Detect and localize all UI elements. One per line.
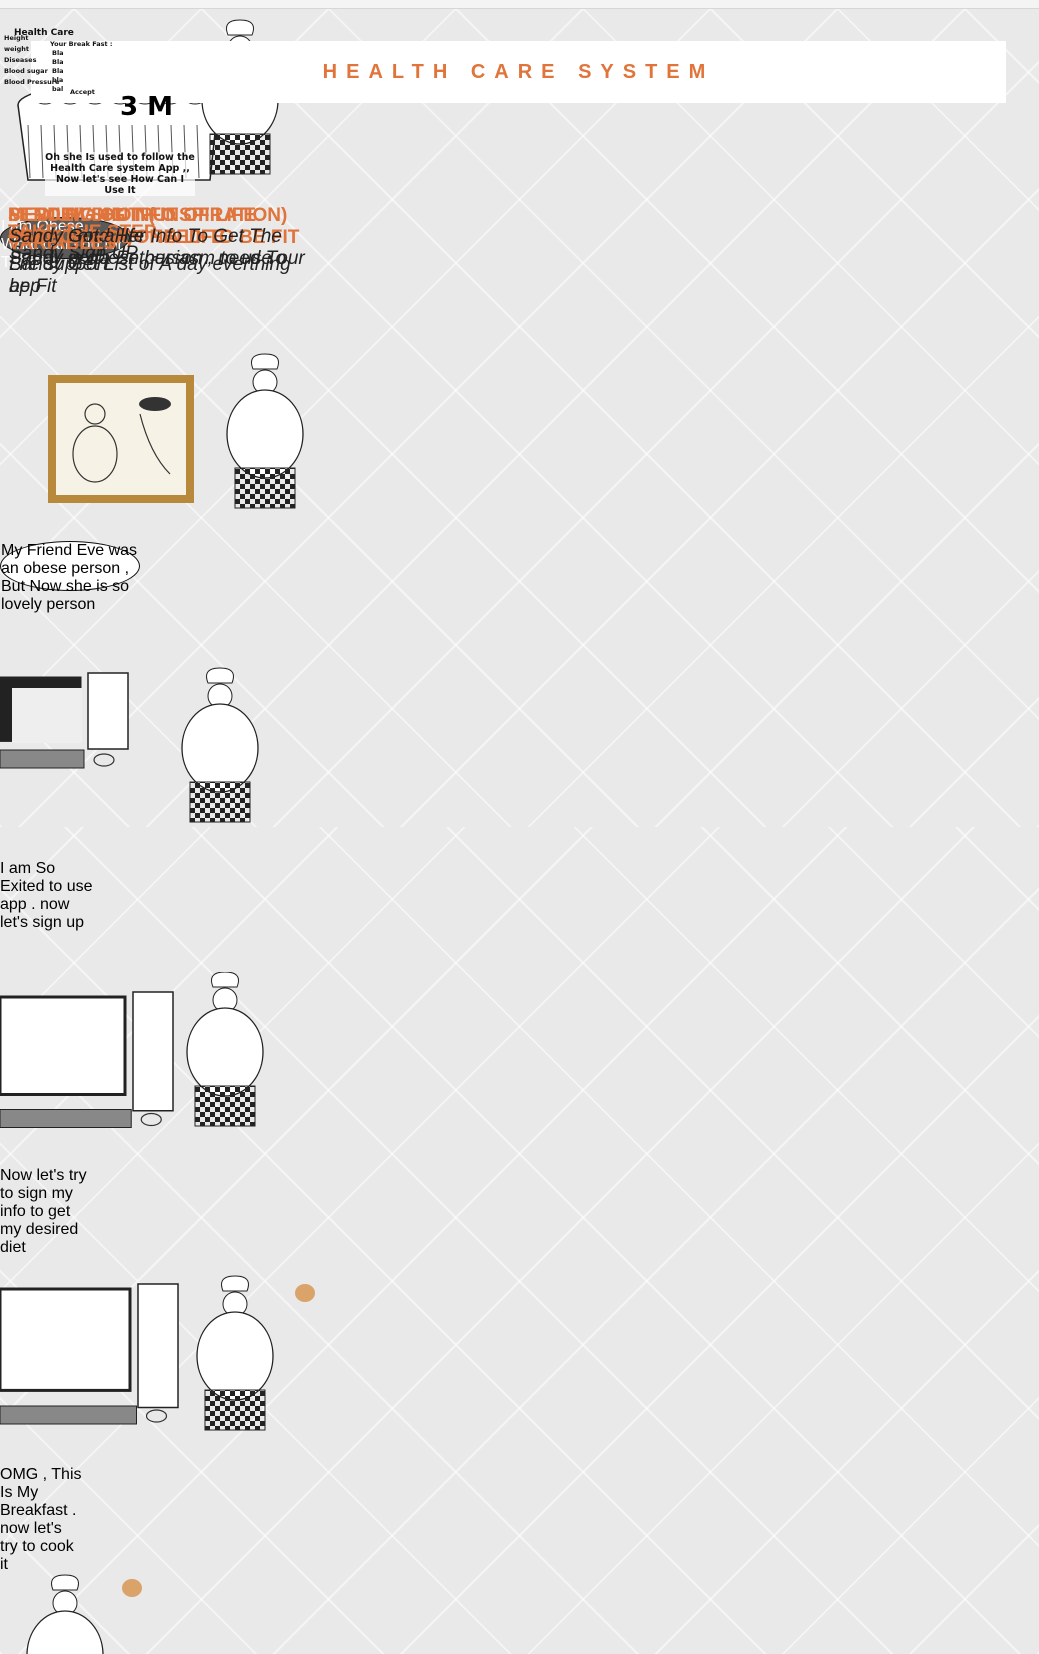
- panel-title: TAKE THE STEP: [8, 222, 157, 243]
- panel-title: PERCEIVING INFO: [8, 205, 176, 226]
- sketch: [0, 667, 259, 823]
- story-card: 3 MNow , I get all my day's ( Food Diet …: [0, 92, 302, 1654]
- speech-bubble: I am So Exited to use app . now let's si…: [0, 860, 93, 931]
- screen-text: bla: [52, 76, 64, 84]
- panel-text: Sandy Sign UP: [9, 243, 138, 264]
- panel-title: PERSONA (A) : NEED TO BE FIT: [8, 227, 300, 248]
- screen-text: Blood sugar: [4, 67, 48, 75]
- screen-text: Bla: [52, 49, 64, 57]
- panel-text: Sandy gotta Enthusiasm to use our app: [9, 248, 305, 297]
- screen-text: Bla: [52, 58, 64, 66]
- screen-text: Bla: [52, 67, 64, 75]
- panel-title: SENDING OUTPUT OF LIFE VARIABLES: [8, 205, 257, 254]
- sketch: [48, 353, 304, 509]
- illustration: I am So Exited to use app . now let's si…: [0, 648, 320, 931]
- story-card: OMG , This Is My Breakfast . now let's t…: [0, 28, 334, 1573]
- screen-text: bal: [52, 85, 64, 93]
- story-card: I am So Exited to use app . now let's si…: [0, 222, 320, 972]
- browser-bar: [0, 0, 1039, 9]
- story-card: Now let's try to sign my info to get my …: [0, 34, 306, 1271]
- speech-bubble: My Friend Eve was an obese person , But …: [0, 541, 140, 613]
- illustration: Now let's try to sign my info to get my …: [0, 34, 306, 1256]
- screen-text: Blood Pressure: [4, 78, 60, 86]
- header: HEALTH CARE SYSTEM: [31, 41, 1006, 103]
- sketch: [0, 1275, 315, 1431]
- illustration: My Friend Eve was an obese person , But …: [0, 152, 318, 613]
- illustration: 3 MNow , I get all my day's ( Food Diet …: [0, 92, 302, 1654]
- panel-text: Sandy Get List of A day everthing: [9, 254, 291, 275]
- panel-text: Sandy send Her Info To Get The Life supp…: [9, 226, 282, 275]
- screen-text: Your Break Fast :: [50, 40, 113, 48]
- sketch: [26, 1574, 142, 1654]
- illustration: OMG , This Is My Breakfast . now let's t…: [0, 28, 334, 1573]
- sketch: [0, 971, 264, 1128]
- panel-title: MEDIUM SHOT ( INSPIRATION): [8, 205, 288, 226]
- screen-text: Health Care: [14, 28, 74, 38]
- speech-bubble: Now let's try to sign my info to get my …: [0, 1167, 87, 1256]
- speech-bubble: I am Obese . What can I do for That ??: [0, 217, 130, 271]
- image-caption: Oh she Is used to follow the Health Care…: [45, 152, 195, 196]
- screen-text: Diseases: [4, 56, 37, 64]
- screen-text: weight: [4, 45, 30, 53]
- panel-title: BACKTRACK OF A LIFE: [8, 227, 226, 248]
- header-title: HEALTH CARE SYSTEM: [322, 60, 715, 83]
- panel-text: Sandy is obese person , need To be Fit: [9, 248, 287, 297]
- screen-text: Height: [4, 34, 29, 42]
- screen-text: Accept: [70, 88, 95, 96]
- story-card: My Friend Eve was an obese person , But …: [0, 152, 318, 648]
- speech-bubble: OMG , This Is My Breakfast . now let's t…: [0, 1466, 82, 1573]
- panel-text: Sandy Got a life: [9, 226, 145, 247]
- transition-mark: 3 M: [120, 92, 174, 122]
